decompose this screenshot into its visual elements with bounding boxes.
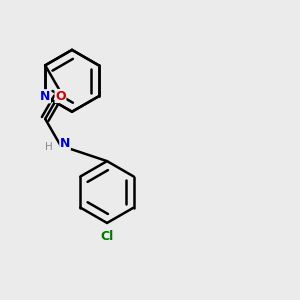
Text: H: H [45,142,53,152]
Text: N: N [40,90,50,103]
Text: N: N [60,137,70,150]
Text: Cl: Cl [100,230,114,243]
Text: H: H [58,90,65,100]
Text: O: O [55,89,66,103]
